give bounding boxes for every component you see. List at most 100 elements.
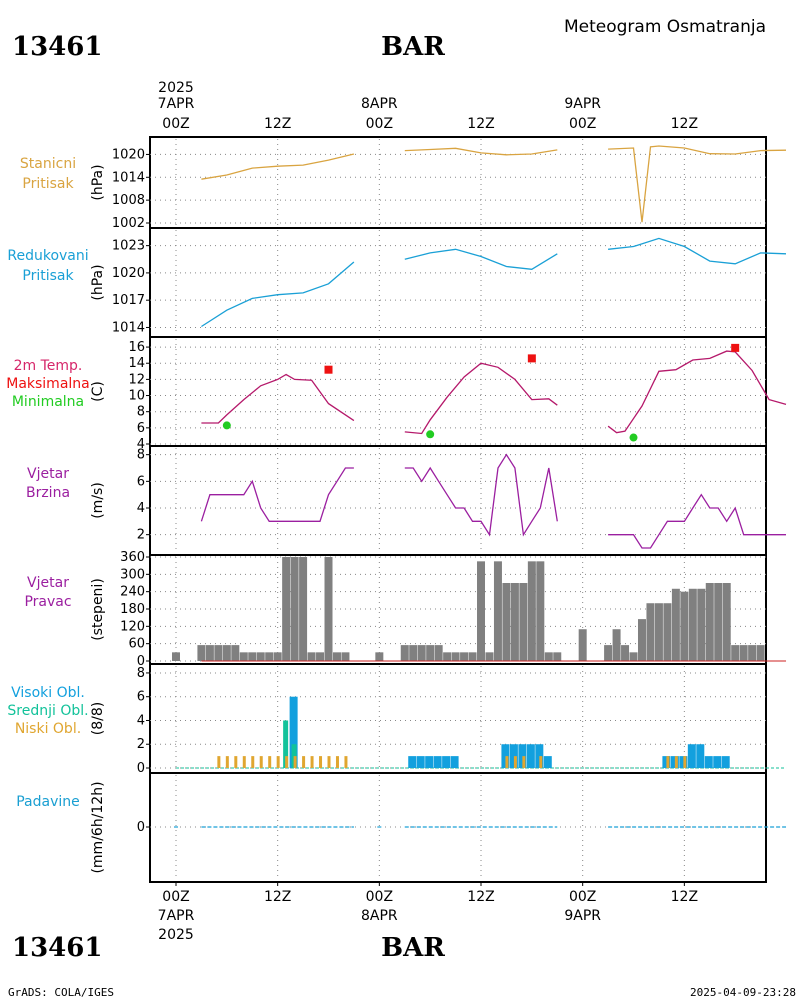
y-tick-label: 180 bbox=[120, 602, 145, 617]
direction-bar bbox=[544, 652, 553, 661]
y-tick-label: 6 bbox=[137, 474, 145, 489]
low-cloud-bar bbox=[268, 756, 272, 768]
top-hour-label: 00Z bbox=[569, 116, 596, 132]
y-tick-label: 1014 bbox=[112, 170, 145, 185]
panel-label: Stanicni bbox=[20, 156, 76, 172]
station-name-top: BAR bbox=[381, 32, 445, 62]
direction-bar bbox=[468, 652, 477, 661]
direction-bar bbox=[214, 645, 223, 661]
y-axis-label: (stepeni) bbox=[90, 578, 106, 641]
direction-bar bbox=[671, 588, 680, 661]
panel-label: Srednji Obl. bbox=[7, 703, 88, 719]
panel-4: 2 4 6 8 (m/s) Vjetar Brzina bbox=[26, 445, 786, 553]
series-line bbox=[404, 453, 558, 537]
station-name-bottom: BAR bbox=[381, 933, 445, 963]
y-tick-label: 1017 bbox=[112, 293, 145, 308]
panels: 1002 1008 1014 1020 (hPa) Stanicni Pritisak 101… bbox=[6, 136, 787, 883]
direction-bar bbox=[502, 583, 511, 661]
direction-bar bbox=[273, 652, 282, 661]
direction-bar bbox=[172, 652, 180, 661]
direction-bar bbox=[256, 652, 265, 661]
y-tick-label: 0 bbox=[137, 761, 145, 776]
high-cloud-bar bbox=[416, 756, 425, 768]
bottom-hour-label: 00Z bbox=[366, 889, 393, 905]
plot-frame bbox=[149, 136, 767, 883]
series-line bbox=[404, 362, 558, 435]
direction-bar bbox=[739, 645, 748, 661]
direction-bar bbox=[604, 645, 613, 661]
y-axis-label: (hPa) bbox=[90, 164, 106, 200]
y-tick-label: 0 bbox=[137, 820, 145, 835]
direction-bar bbox=[663, 603, 672, 661]
min-marker bbox=[629, 433, 638, 442]
high-cloud-bar bbox=[704, 756, 713, 768]
max-marker bbox=[324, 365, 333, 374]
y-axis-label: (mm/6h/12h) bbox=[90, 781, 106, 873]
y-tick-label: 8 bbox=[137, 405, 145, 420]
direction-bar bbox=[341, 652, 350, 661]
top-hour-label: 00Z bbox=[366, 116, 393, 132]
panel-label: Pritisak bbox=[22, 176, 74, 192]
direction-bar bbox=[493, 561, 502, 661]
low-cloud-bar bbox=[217, 756, 221, 768]
panel-label: Pravac bbox=[24, 594, 71, 610]
direction-bar bbox=[197, 645, 206, 661]
low-cloud-bar bbox=[522, 756, 526, 768]
y-tick-label: 1020 bbox=[112, 147, 145, 162]
y-tick-label: 16 bbox=[128, 340, 145, 355]
direction-bar bbox=[316, 652, 325, 661]
low-cloud-bar bbox=[234, 756, 238, 768]
panel-label: Brzina bbox=[26, 485, 70, 501]
panel-5: 0 60 120 180 240 300 360 (stepeni) Vjetar Pravac bbox=[24, 550, 787, 669]
low-cloud-bar bbox=[666, 756, 670, 768]
low-cloud-bar bbox=[242, 756, 246, 768]
high-cloud-bar bbox=[442, 756, 451, 768]
y-tick-label: 8 bbox=[137, 448, 145, 463]
direction-bar bbox=[460, 652, 469, 661]
footer-left: GrADS: COLA/IGES bbox=[8, 986, 114, 999]
direction-bar bbox=[714, 583, 723, 661]
direction-bar bbox=[282, 557, 291, 661]
direction-bar bbox=[519, 583, 528, 661]
direction-bar bbox=[536, 561, 545, 661]
y-tick-label: 2 bbox=[137, 737, 145, 752]
panel-label: Visoki Obl. bbox=[11, 685, 85, 701]
low-cloud-bar bbox=[674, 756, 678, 768]
panel-label: Vjetar bbox=[27, 575, 69, 591]
bottom-hour-label: 12Z bbox=[467, 889, 494, 905]
high-cloud-bar bbox=[721, 756, 730, 768]
y-tick-label: 4 bbox=[137, 437, 145, 452]
low-cloud-bar bbox=[319, 756, 323, 768]
direction-bar bbox=[612, 629, 621, 661]
high-cloud-bar bbox=[425, 756, 434, 768]
direction-bar bbox=[434, 645, 443, 661]
direction-bar bbox=[705, 583, 714, 661]
high-cloud-bar bbox=[433, 756, 442, 768]
panel-label: Padavine bbox=[16, 794, 80, 810]
station-id-bottom: 13461 bbox=[12, 933, 102, 963]
low-cloud-bar bbox=[276, 756, 280, 768]
direction-bar bbox=[426, 645, 435, 661]
direction-bar bbox=[756, 645, 765, 661]
y-tick-label: 240 bbox=[120, 585, 145, 600]
y-tick-label: 60 bbox=[128, 637, 145, 652]
top-year: 2025 bbox=[158, 80, 194, 96]
top-hour-label: 12Z bbox=[264, 116, 291, 132]
direction-bar bbox=[265, 652, 274, 661]
direction-bar bbox=[222, 645, 231, 661]
y-tick-label: 1008 bbox=[112, 193, 145, 208]
y-tick-label: 1002 bbox=[112, 216, 145, 231]
direction-bar bbox=[578, 629, 587, 661]
y-axis-label: (m/s) bbox=[90, 482, 106, 519]
y-tick-label: 1023 bbox=[112, 239, 145, 254]
panel-7: 0 (mm/6h/12h) Padavine bbox=[16, 772, 787, 880]
y-tick-label: 300 bbox=[120, 567, 145, 582]
y-tick-label: 2 bbox=[137, 528, 145, 543]
header: 13461 BAR Meteogram Osmatranja bbox=[12, 17, 766, 62]
direction-bar bbox=[299, 557, 308, 661]
high-cloud-bar bbox=[450, 756, 459, 768]
panel-label: Redukovani bbox=[7, 248, 88, 264]
high-cloud-bar bbox=[713, 756, 722, 768]
direction-bar bbox=[553, 652, 562, 661]
